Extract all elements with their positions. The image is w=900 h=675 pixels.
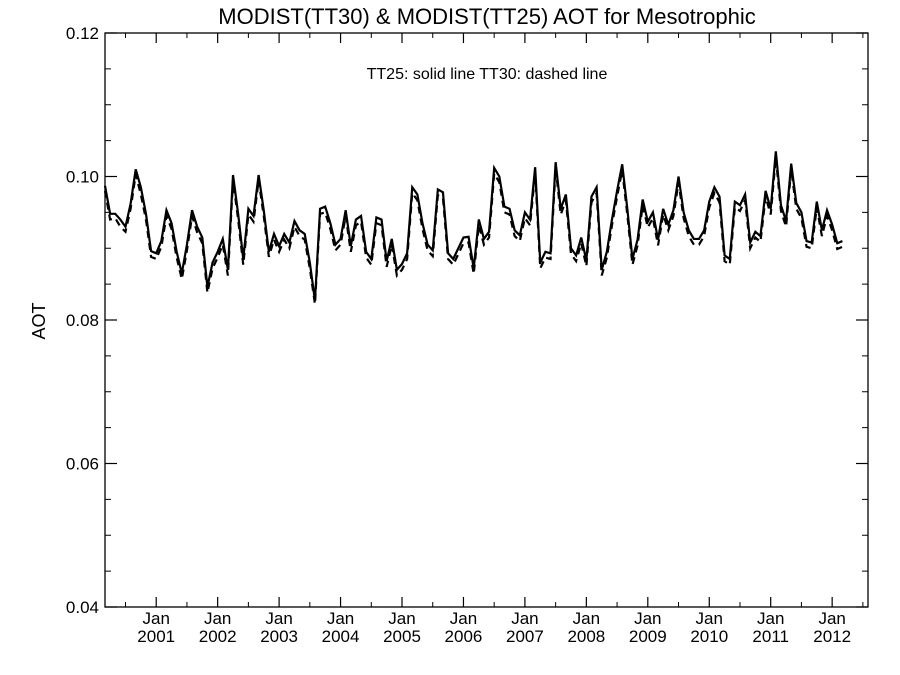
- y-tick-label: 0.08: [66, 311, 99, 330]
- x-tick-year-label: 2012: [813, 627, 851, 646]
- x-tick-month-label: Jan: [573, 609, 600, 628]
- x-tick-month-label: Jan: [818, 609, 845, 628]
- plot-frame: [104, 32, 869, 608]
- x-tick-month-label: Jan: [142, 609, 169, 628]
- x-tick-year-label: 2004: [322, 627, 360, 646]
- x-tick-year-label: 2007: [506, 627, 544, 646]
- y-tick-label: 0.12: [66, 24, 99, 43]
- x-tick-month-label: Jan: [265, 609, 292, 628]
- x-tick-year-label: 2002: [199, 627, 237, 646]
- x-axis: Jan2001Jan2002Jan2003Jan2004Jan2005Jan20…: [124, 33, 864, 646]
- x-tick-month-label: Jan: [204, 609, 231, 628]
- x-tick-month-label: Jan: [634, 609, 661, 628]
- y-tick-label: 0.04: [66, 598, 99, 617]
- chart-title: MODIST(TT30) & MODIST(TT25) AOT for Meso…: [218, 4, 755, 29]
- x-tick-year-label: 2011: [752, 627, 789, 646]
- x-tick-month-label: Jan: [511, 609, 538, 628]
- y-axis-label: AOT: [29, 302, 49, 339]
- x-tick-month-label: Jan: [450, 609, 477, 628]
- x-tick-year-label: 2008: [567, 627, 605, 646]
- y-tick-label: 0.06: [66, 455, 99, 474]
- series-line-tt30: [103, 157, 843, 305]
- x-tick-month-label: Jan: [696, 609, 723, 628]
- series-line-tt25: [103, 151, 843, 301]
- x-tick-year-label: 2006: [445, 627, 483, 646]
- y-axis: 0.04 0.06 0.08 0.10 0.12: [66, 24, 868, 617]
- x-tick-year-label: 2010: [690, 627, 728, 646]
- line-style-annotation: TT25: solid line TT30: dashed line: [367, 66, 608, 83]
- y-tick-label: 0.10: [66, 168, 99, 187]
- x-tick-year-label: 2001: [137, 627, 175, 646]
- x-tick-month-label: Jan: [388, 609, 415, 628]
- x-tick-year-label: 2005: [383, 627, 421, 646]
- x-tick-year-label: 2009: [629, 627, 667, 646]
- series-layer: [103, 151, 843, 305]
- x-tick-month-label: Jan: [327, 609, 354, 628]
- x-tick-month-label: Jan: [757, 609, 784, 628]
- x-tick-year-label: 2003: [260, 627, 298, 646]
